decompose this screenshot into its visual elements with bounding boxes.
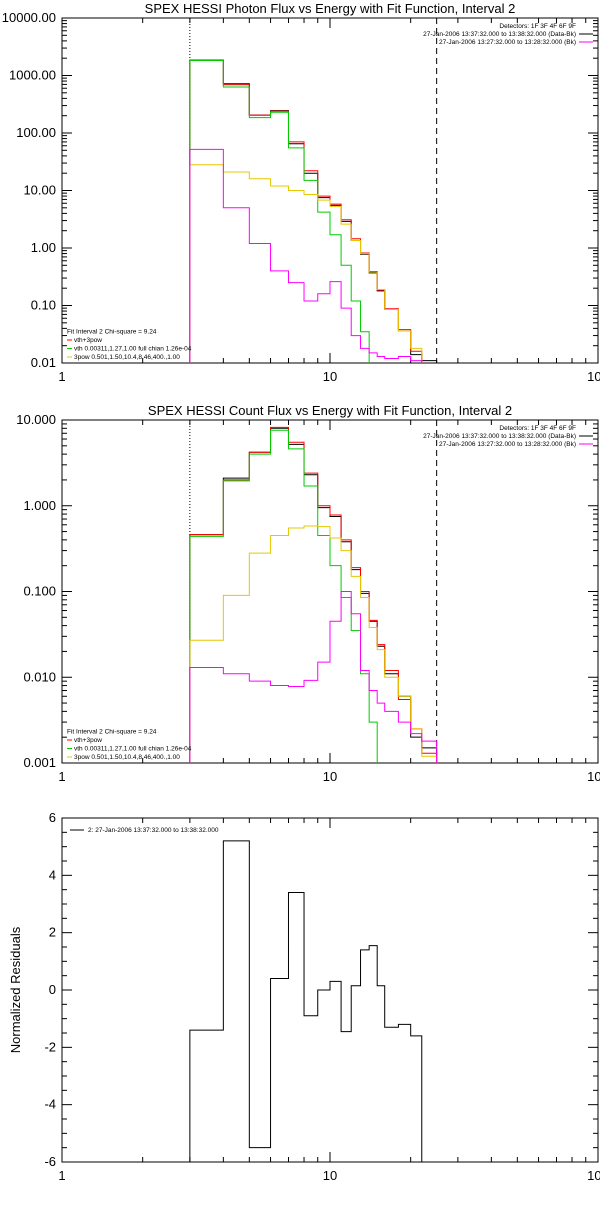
chart-title: SPEX HESSI Photon Flux vs Energy with Fi… (145, 1, 516, 16)
legend-entry-fit: 3pow 0.501,1.50,10.4,8.46,400.,1.00 (74, 354, 180, 361)
legend-entry-fit: vth 0.00311,1.27,1.00 full chian 1.26e-0… (74, 346, 192, 353)
legend-entry-top: Detectors: 1F 3F 4F 6F 9F (499, 23, 576, 30)
legend-entry-top: 27-Jan-2006 13:27:32.000 to 13:28:32.000… (439, 441, 576, 448)
x-tick-label: 1 (58, 769, 65, 784)
chart-title: SPEX HESSI Count Flux vs Energy with Fit… (148, 403, 512, 418)
legend-entry-top: Detectors: 1F 3F 4F 6F 9F (499, 425, 576, 432)
series-line-5 (189, 148, 423, 363)
legend-entry-fit: 3pow 0.501,1.50,10.4,8.46,400.,1.00 (74, 754, 180, 761)
series-line-1 (189, 840, 423, 1162)
y-tick-label: 10000.00 (2, 10, 56, 25)
y-tick-label: 0.01 (31, 355, 56, 370)
x-tick-label: 100 (587, 769, 600, 784)
x-tick-label: 10 (323, 369, 337, 384)
legend-entry-top: 27-Jan-2006 13:37:32.000 to 13:38:32.000… (423, 31, 576, 38)
y-tick-label: 2 (49, 925, 56, 940)
legend-entry-top: 27-Jan-2006 13:37:32.000 to 13:38:32.000… (423, 433, 576, 440)
series-line-4 (189, 525, 438, 763)
plot-frame (61, 419, 599, 764)
legend-entry-fit: Fit Interval 2 Chi-square = 9.24 (67, 729, 157, 736)
chart-panel-3: 1 10 100 -6 -4 -2 0 2 4 6 Normalized Residuals 2: 2… (8, 810, 600, 1183)
y-tick-label: 1000.00 (9, 68, 56, 83)
y-tick-label: 0.10 (31, 298, 56, 313)
series-line-4 (189, 164, 423, 363)
y-tick-label: 100.00 (16, 125, 56, 140)
x-tick-label: 10 (323, 1168, 337, 1183)
y-tick-label: -2 (44, 1039, 56, 1054)
y-tick-label: 0.100 (23, 584, 56, 599)
legend-entry-top: 2: 27-Jan-2006 13:37:32.000 to 13:38:32.… (88, 827, 219, 834)
legend-entry-fit: vth+3pow (74, 737, 102, 744)
legend-entry-fit: vth+3pow (74, 337, 102, 344)
legend-entry-fit: vth 0.00311,1.27,1.00 full chian 1.26e-0… (74, 746, 192, 753)
legend-entry-top: 27-Jan-2006 13:27:32.000 to 13:28:32.000… (439, 39, 576, 46)
y-tick-label: 10.000 (16, 412, 56, 427)
chart-panel-2: SPEX HESSI Count Flux vs Energy with Fit… (16, 403, 600, 784)
series-line-3 (189, 60, 370, 363)
x-tick-label: 100 (587, 369, 600, 384)
x-tick-label: 1 (58, 369, 65, 384)
y-tick-label: 0.010 (23, 669, 56, 684)
series-group (189, 840, 423, 1162)
x-tick-label: 1 (58, 1168, 65, 1183)
y-tick-label: 0 (49, 982, 56, 997)
plot-frame (61, 17, 599, 364)
x-tick-label: 100 (587, 1168, 600, 1183)
series-group (189, 426, 438, 763)
y-tick-label: 1.000 (23, 498, 56, 513)
y-tick-label: 1.00 (31, 240, 56, 255)
series-line-5 (189, 591, 438, 763)
y-tick-label: 0.001 (23, 755, 56, 770)
y-tick-label: 4 (49, 867, 56, 882)
series-line-1 (189, 427, 438, 763)
legend-entry-fit: Fit Interval 2 Chi-square = 9.24 (67, 329, 157, 336)
y-tick-label: 6 (49, 810, 56, 825)
y-axis-label: Normalized Residuals (8, 926, 23, 1053)
y-tick-label: -6 (44, 1154, 56, 1169)
series-line-3 (189, 429, 378, 763)
y-tick-label: 10.00 (23, 183, 56, 198)
x-tick-label: 10 (323, 769, 337, 784)
series-group (189, 59, 438, 363)
y-tick-label: -4 (44, 1097, 56, 1112)
chart-panel-1: SPEX HESSI Photon Flux vs Energy with Fi… (2, 1, 600, 384)
